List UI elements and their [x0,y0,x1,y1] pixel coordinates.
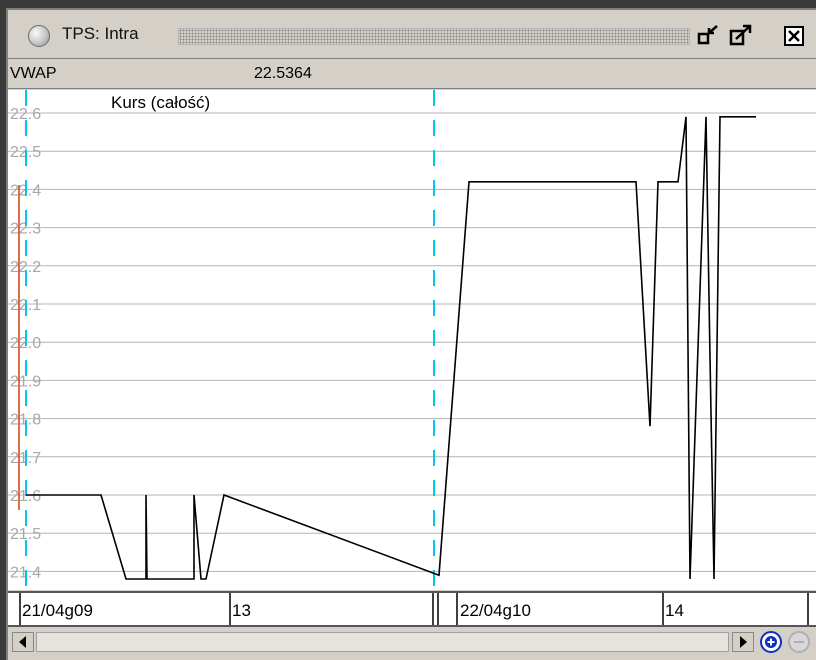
window-title: TPS: Intra [62,24,139,43]
x-tick-label: 22/04g10 [460,601,531,620]
zoom-out-icon[interactable] [788,631,810,653]
scroll-track[interactable] [36,632,729,652]
x-tick-label: 14 [665,601,684,620]
horizontal-scrollbar[interactable] [8,628,816,656]
scroll-left-arrow-icon[interactable] [12,632,34,652]
zoom-in-icon[interactable] [760,631,782,653]
time-axis-svg: 21/04g09 13 22/04g10 14 [19,593,809,625]
time-axis: 21/04g09 13 22/04g10 14 [8,591,816,627]
title-bar[interactable]: TPS: Intra [8,10,816,59]
restore-down-icon[interactable] [696,24,722,48]
scroll-right-arrow-icon[interactable] [732,632,754,652]
chart-title: Kurs (całość) [111,93,210,112]
vwap-value: 22.5364 [254,65,312,82]
y-tick-label: 21.5 [10,526,41,543]
status-circle-icon [28,25,50,47]
chart-window: TPS: Intra VWAP 22.5364 [6,8,816,660]
indicator-header: VWAP 22.5364 [8,60,816,89]
price-chart[interactable]: 22.622.522.422.322.222.122.021.921.821.7… [8,90,816,590]
y-tick-label: 21.6 [10,488,41,505]
maximize-icon[interactable] [728,24,754,48]
y-tick-label: 22.2 [10,259,41,276]
x-tick-label: 21/04g09 [22,601,93,620]
title-drag-grip[interactable] [178,28,690,45]
x-tick-label: 13 [232,601,251,620]
y-tick-label: 22.3 [10,221,41,238]
price-chart-svg: 22.622.522.422.322.222.122.021.921.821.7… [8,90,816,590]
y-tick-label: 22.6 [10,106,41,123]
price-line [26,115,756,580]
vwap-label: VWAP [10,65,57,82]
y-tick-label: 21.9 [10,373,41,390]
close-icon[interactable] [782,24,808,48]
